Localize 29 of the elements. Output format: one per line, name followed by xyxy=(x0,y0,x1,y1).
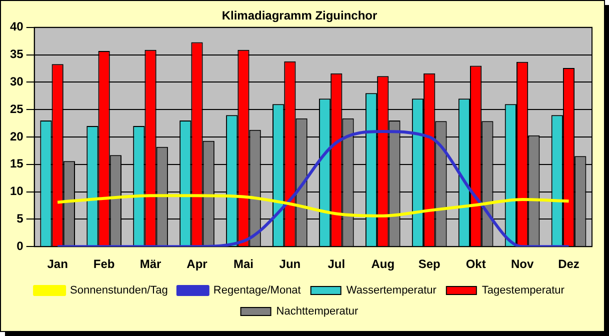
x-tick-label: Okt xyxy=(466,257,486,272)
y-tick-label: 15 xyxy=(10,156,24,171)
legend-label: Tagestemperatur xyxy=(482,284,565,297)
y-tick-label: 40 xyxy=(10,20,24,34)
line-series xyxy=(56,194,570,218)
legend-label: Regentage/Monat xyxy=(213,284,301,297)
legend-label: Sonnenstunden/Tag xyxy=(70,284,168,297)
x-tick-label: Nov xyxy=(510,257,534,272)
legend-label: Wassertemperatur xyxy=(346,284,437,297)
y-tick-label: 20 xyxy=(10,129,24,144)
y-tick-label: 30 xyxy=(10,74,24,89)
y-tick-label: 35 xyxy=(10,47,24,62)
line-series xyxy=(56,130,570,247)
x-tick-label: Feb xyxy=(93,257,115,272)
x-tick-label: Mai xyxy=(233,257,254,272)
x-tick-label: Dez xyxy=(558,257,580,272)
y-tick-label: 10 xyxy=(10,184,24,198)
x-tick-label: Apr xyxy=(186,257,208,272)
x-tick-label: Jan xyxy=(47,257,68,272)
y-tick-label: 0 xyxy=(16,238,24,253)
x-tick-label: Jun xyxy=(279,257,301,272)
y-tick-label: 5 xyxy=(16,212,24,226)
chart-title: Klimadiagramm Ziguinchor xyxy=(222,8,378,23)
x-tick-label: Mär xyxy=(140,257,162,272)
x-tick-label: Jul xyxy=(328,257,346,272)
x-tick-label: Sep xyxy=(418,257,440,272)
legend-label: Nachttemperatur xyxy=(276,306,359,318)
x-tick-label: Aug xyxy=(371,257,395,272)
y-tick-label: 25 xyxy=(10,102,24,116)
